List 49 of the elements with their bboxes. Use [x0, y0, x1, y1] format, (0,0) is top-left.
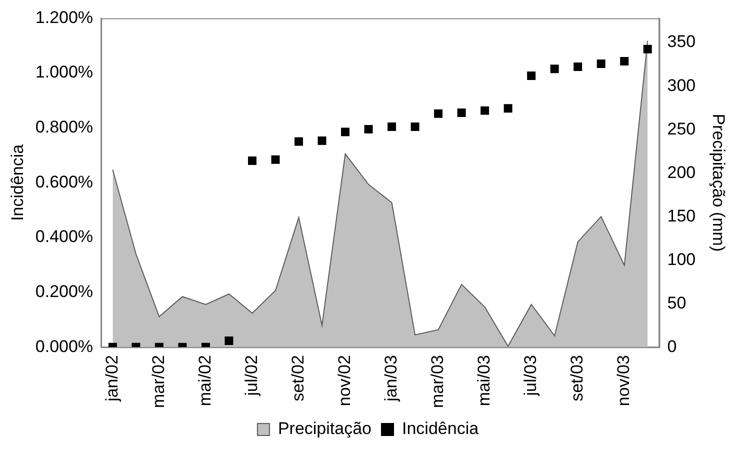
- x-tick-label: jul/03: [521, 355, 540, 397]
- y2-tick-label: 200: [667, 162, 696, 182]
- y2-tick-label: 350: [667, 32, 696, 52]
- point: [457, 108, 466, 117]
- y2-tick-label: 250: [667, 119, 696, 138]
- point: [294, 137, 303, 146]
- y2-tick-label: 100: [667, 250, 696, 269]
- y-tick-label: 0.000%: [35, 336, 94, 356]
- point: [318, 136, 326, 145]
- point: [410, 122, 420, 131]
- point: [388, 122, 396, 131]
- point: [364, 124, 373, 134]
- x-tick-label: mar/02: [148, 355, 168, 408]
- x-tick-label: mai/02: [195, 355, 214, 406]
- legend-label: Incidência: [402, 419, 480, 438]
- y-tick-label: 1.000%: [35, 62, 94, 82]
- point: [550, 64, 559, 74]
- point: [341, 128, 350, 136]
- point: [434, 109, 443, 118]
- x-tick-label: jan/03: [381, 355, 400, 402]
- x-tick-label: mar/03: [428, 355, 447, 408]
- x-tick-label: mai/03: [474, 355, 494, 406]
- point: [643, 44, 652, 54]
- y2-axis-title: Precipitação (mm): [709, 114, 728, 252]
- point: [504, 104, 512, 113]
- x-tick-label: nov/03: [614, 355, 634, 406]
- point: [248, 156, 256, 165]
- x-tick-label: nov/02: [334, 355, 354, 406]
- point: [271, 155, 280, 164]
- point: [596, 59, 606, 68]
- y-tick-label: 0.800%: [35, 118, 94, 137]
- y2-tick-label: 0: [667, 336, 677, 356]
- legend-label: Precipitação: [278, 419, 372, 438]
- point: [527, 72, 536, 80]
- x-tick-label: set/02: [288, 355, 308, 402]
- y2-tick-label: 150: [667, 206, 696, 226]
- x-tick-label: jul/02: [242, 355, 261, 397]
- y-axis-title: Incidência: [8, 144, 27, 221]
- x-tick-label: jan/02: [102, 355, 122, 402]
- x-tick-label: set/03: [568, 355, 587, 402]
- point: [620, 56, 629, 66]
- point: [574, 62, 582, 71]
- y-tick-label: 0.600%: [35, 172, 94, 192]
- y2-tick-label: 300: [667, 76, 696, 95]
- y-tick-label: 1.200%: [35, 8, 94, 27]
- y-tick-label: 0.400%: [35, 227, 94, 246]
- y2-tick-label: 50: [667, 293, 686, 312]
- point: [480, 106, 490, 115]
- y-tick-label: 0.200%: [35, 282, 94, 301]
